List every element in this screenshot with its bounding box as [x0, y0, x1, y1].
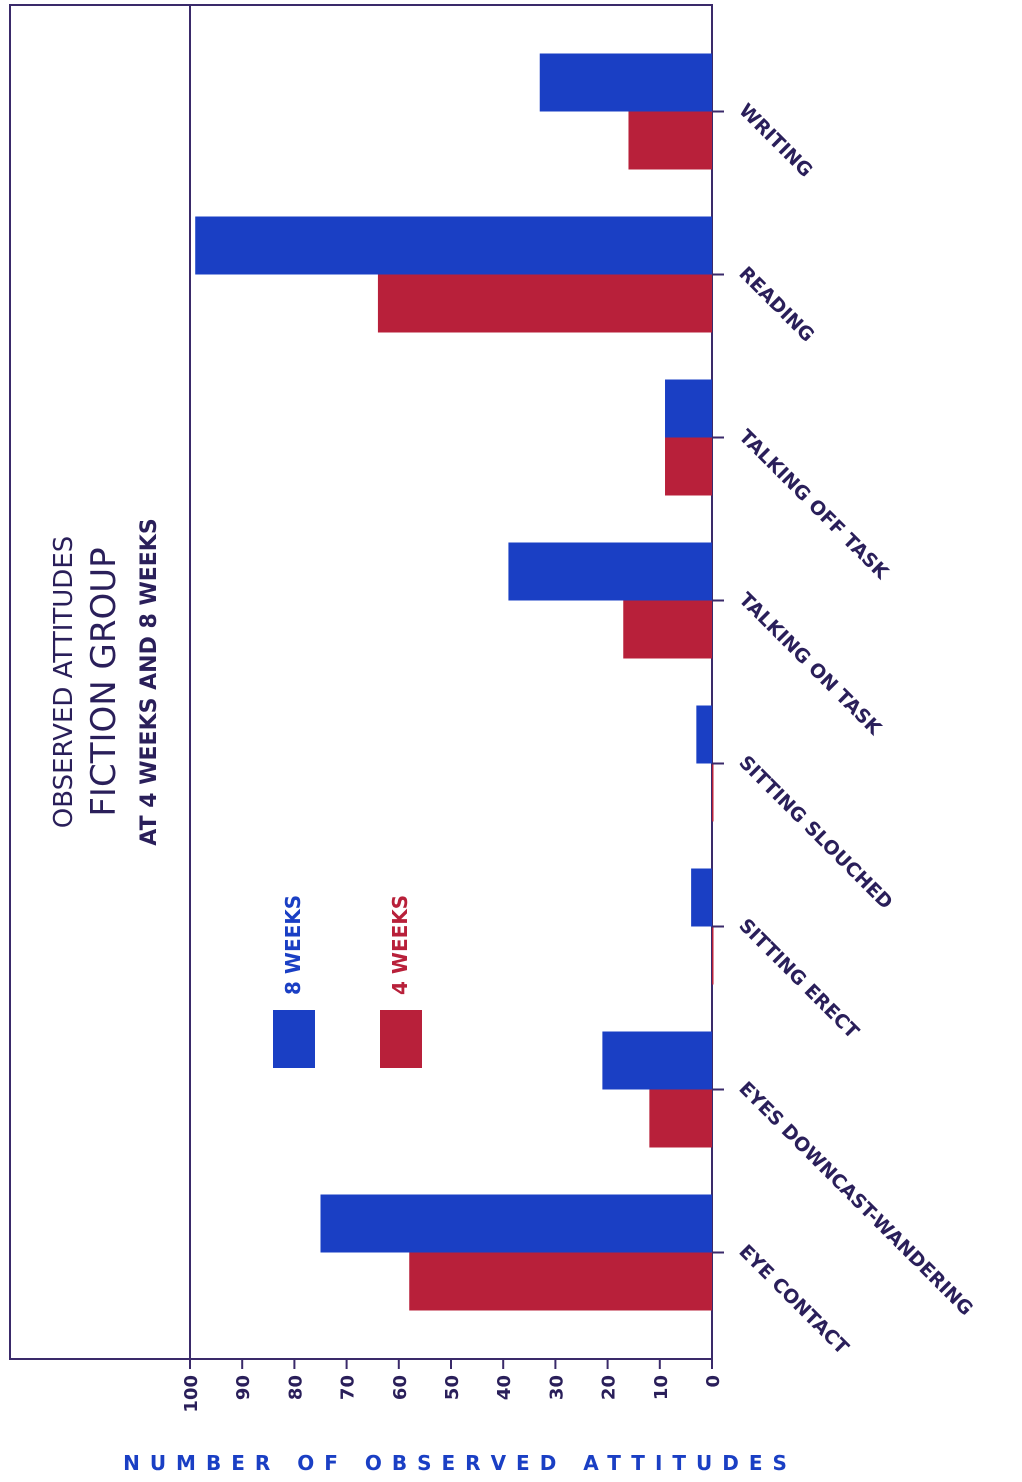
bar-4-weeks [712, 926, 714, 985]
bar-8-weeks [602, 1031, 712, 1090]
bar-4-weeks [712, 763, 714, 822]
y-tick-label: 70 [338, 1375, 359, 1400]
bars [195, 53, 714, 1311]
y-tick-label: 10 [651, 1375, 672, 1400]
y-tick-label: 50 [442, 1375, 463, 1400]
category-label: TALKING OFF TASK [734, 425, 893, 584]
y-tick-label: 20 [599, 1375, 620, 1400]
y-tick-label: 100 [181, 1375, 202, 1413]
legend-label-4-weeks: 4 WEEKS [388, 895, 412, 995]
y-tick-label: 60 [390, 1375, 411, 1400]
category-label: SITTING ERECT [734, 914, 863, 1043]
legend-swatch-4-weeks [380, 1010, 422, 1068]
y-axis-ticks: 0 10 20 30 40 50 60 70 80 90 100 [181, 1359, 724, 1413]
legend-swatch-8-weeks [273, 1010, 315, 1068]
bar-8-weeks [539, 53, 712, 112]
category-label: EYE CONTACT [734, 1240, 852, 1358]
chart-subtitle: FICTION GROUP [84, 547, 124, 816]
bar-8-weeks [508, 542, 712, 601]
chart-subtitle-2: AT 4 WEEKS AND 8 WEEKS [137, 518, 162, 845]
bar-8-weeks [665, 379, 712, 438]
bar-4-weeks [377, 274, 712, 333]
bar-4-weeks [623, 600, 712, 659]
y-tick-label: 80 [285, 1375, 306, 1400]
bar-4-weeks [628, 111, 712, 170]
bar-4-weeks [649, 1089, 712, 1148]
category-label: READING [734, 262, 818, 346]
bar-8-weeks [696, 705, 712, 764]
chart-title: OBSERVED ATTITUDES [49, 536, 79, 829]
y-axis-label: NUMBER OF OBSERVED ATTITUDES [123, 1451, 797, 1475]
category-label: SITTING SLOUCHED [734, 751, 896, 913]
legend-label-8-weeks: 8 WEEKS [281, 895, 305, 995]
bar-4-weeks [409, 1252, 712, 1311]
category-label: TALKING ON TASK [734, 588, 886, 740]
legend: 8 WEEKS 4 WEEKS [273, 895, 422, 1068]
category-label: WRITING [734, 99, 816, 181]
bar-8-weeks [320, 1194, 712, 1253]
y-tick-label: 90 [233, 1375, 254, 1400]
bar-4-weeks [665, 437, 712, 496]
y-tick-label: 0 [703, 1375, 724, 1388]
bar-8-weeks [691, 868, 712, 927]
y-tick-label: 30 [546, 1375, 567, 1400]
y-tick-label: 40 [494, 1375, 515, 1400]
bar-8-weeks [195, 216, 713, 275]
